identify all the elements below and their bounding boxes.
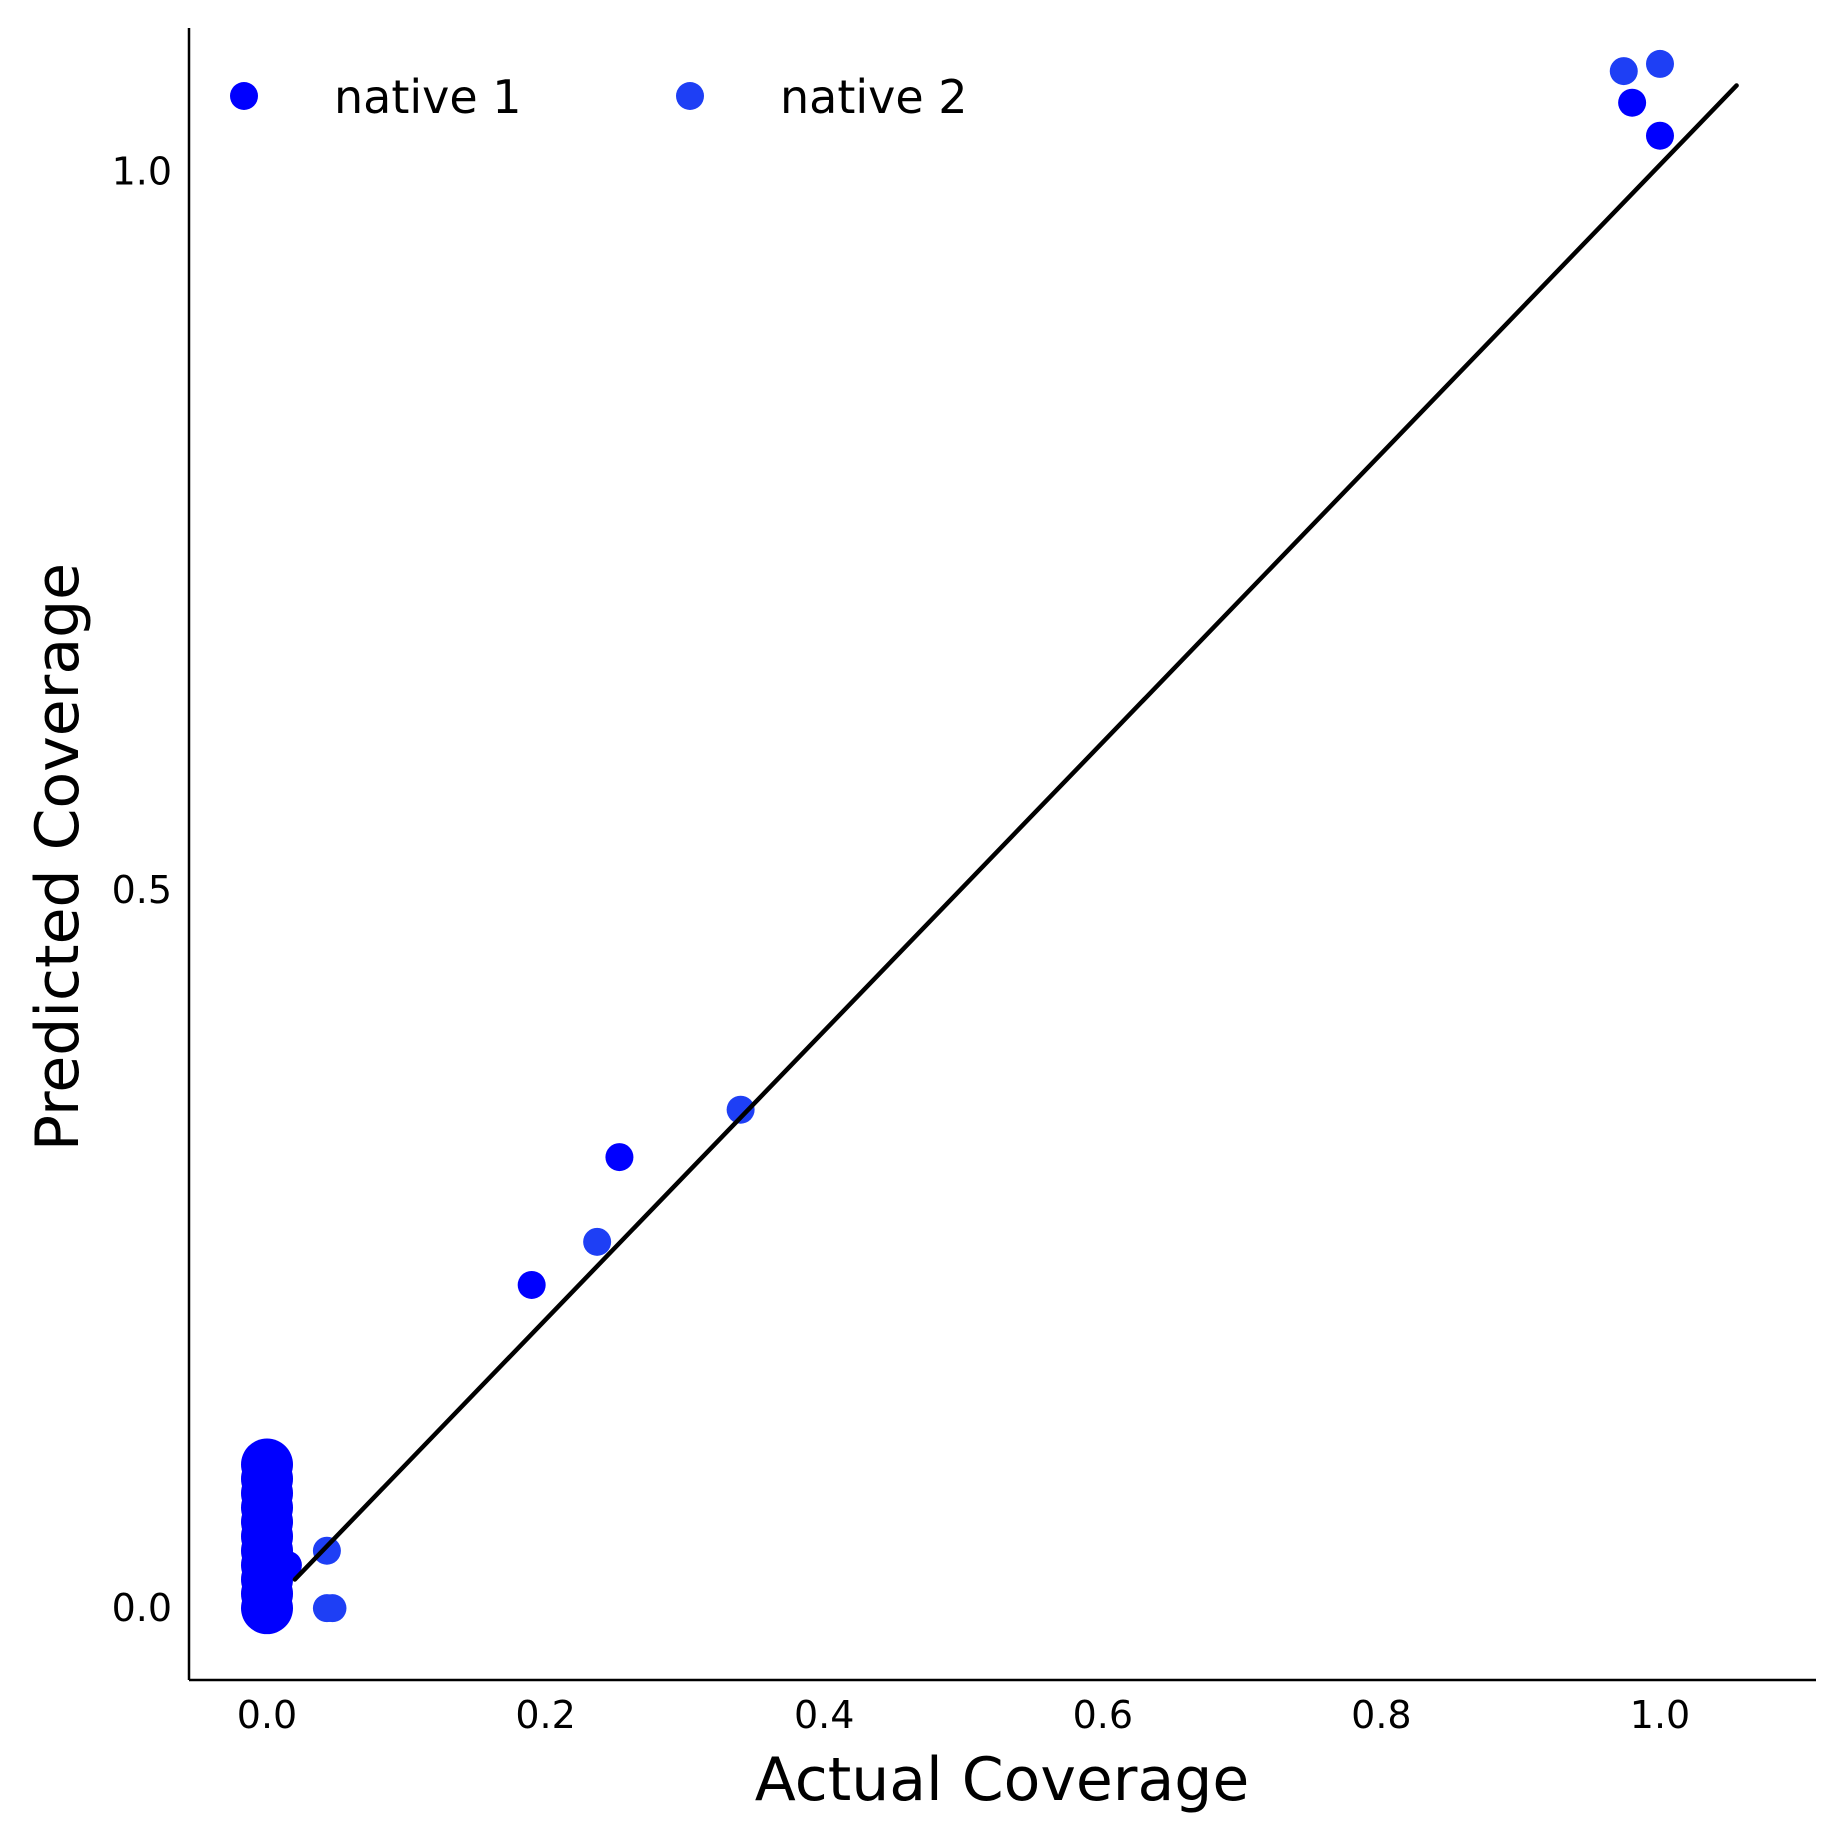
scatter-point-2	[1609, 57, 1638, 86]
x-axis-ticks: 0.0 0.2 0.4 0.6 0.8 1.0	[237, 1693, 1690, 1737]
x-tick-label: 0.8	[1351, 1693, 1411, 1737]
x-tick-label: 0.6	[1073, 1693, 1133, 1737]
scatter-point-2	[312, 1536, 341, 1565]
x-tick-label: 0.4	[794, 1693, 854, 1737]
y-tick-label: 0.0	[112, 1586, 172, 1630]
scatter-point-1	[1618, 88, 1647, 117]
y-tick-label: 1.0	[112, 150, 172, 194]
x-tick-label: 1.0	[1630, 1693, 1690, 1737]
scatter-point-1	[517, 1270, 546, 1299]
x-tick-label: 0.0	[237, 1693, 297, 1737]
scatter-point-1	[241, 1438, 294, 1491]
scatter-point-1	[1645, 121, 1674, 150]
legend-marker-native-2	[676, 82, 704, 110]
scatter-point-2	[726, 1095, 755, 1124]
scatter-point-1	[273, 1551, 302, 1580]
plot-area	[241, 49, 1739, 1635]
x-axis-label: Actual Coverage	[755, 1745, 1250, 1815]
legend-label-native-1: native 1	[334, 70, 522, 124]
scatter-point-2	[1645, 49, 1674, 78]
legend-marker-native-1	[230, 82, 258, 110]
scatter-point-2	[583, 1227, 612, 1256]
y-axis-ticks: 0.0 0.5 1.0	[112, 150, 172, 1631]
scatter-point-1	[605, 1143, 634, 1172]
reference-line	[292, 83, 1739, 1582]
y-axis-label: Predicted Coverage	[23, 563, 93, 1151]
legend-label-native-2: native 2	[780, 70, 968, 124]
scatter-point-2	[318, 1594, 347, 1623]
y-tick-label: 0.5	[112, 868, 172, 912]
x-tick-label: 0.2	[515, 1693, 575, 1737]
legend: native 1 native 2	[230, 70, 968, 124]
